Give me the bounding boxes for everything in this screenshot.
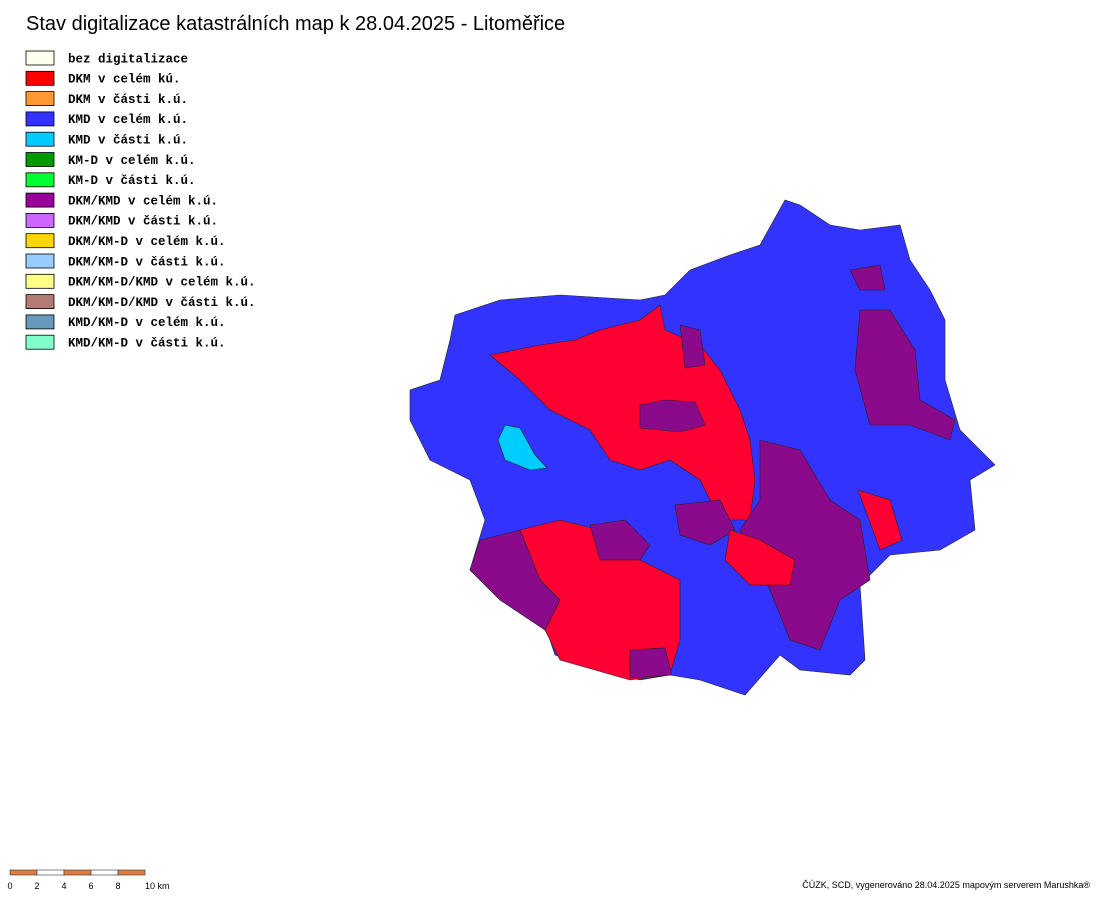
legend-swatch bbox=[25, 273, 55, 289]
legend-label: DKM/KM-D v části k.ú. bbox=[68, 255, 226, 269]
legend-swatch bbox=[25, 192, 55, 208]
scale-segment bbox=[63, 869, 92, 876]
region bbox=[679, 324, 706, 369]
legend-label: DKM/KM-D/KMD v části k.ú. bbox=[68, 296, 256, 310]
region bbox=[724, 529, 796, 586]
legend-label: DKM/KM-D/KMD v celém k.ú. bbox=[68, 276, 256, 290]
legend-swatch bbox=[25, 294, 55, 310]
scale-label: 0 bbox=[7, 881, 12, 891]
credit: ČÚZK, SCD, vygenerováno 28.04.2025 mapov… bbox=[802, 880, 1090, 890]
legend-swatch bbox=[25, 314, 55, 330]
region bbox=[849, 264, 886, 291]
legend-label: DKM/KM-D v celém k.ú. bbox=[68, 235, 226, 249]
scale-segment bbox=[117, 869, 146, 876]
legend-label: DKM v celém kú. bbox=[68, 73, 181, 87]
legend-label: KMD v celém k.ú. bbox=[68, 113, 188, 127]
region bbox=[739, 439, 871, 651]
legend-swatch bbox=[25, 172, 55, 188]
region bbox=[674, 499, 736, 546]
region bbox=[629, 647, 673, 679]
map bbox=[409, 199, 996, 696]
legend-label: DKM v části k.ú. bbox=[68, 93, 188, 107]
legend-swatch bbox=[25, 91, 55, 106]
legend: bez digitalizace DKM v celém kú. DKM v čás… bbox=[25, 50, 256, 350]
legend-swatch bbox=[25, 253, 55, 269]
scale-segment bbox=[90, 869, 119, 876]
scale-segment bbox=[36, 869, 65, 876]
legend-swatch bbox=[25, 334, 55, 350]
legend-swatch bbox=[25, 131, 55, 147]
scale-label: 6 bbox=[88, 881, 93, 891]
legend-label: KMD/KM-D v celém k.ú. bbox=[68, 316, 226, 330]
legend-label: KM-D v celém k.ú. bbox=[68, 154, 196, 168]
legend-label: DKM/KMD v celém k.ú. bbox=[68, 194, 218, 208]
scale-label: 8 bbox=[115, 881, 120, 891]
region bbox=[589, 519, 651, 561]
region bbox=[497, 424, 548, 471]
legend-swatch bbox=[25, 111, 55, 127]
legend-label: bez digitalizace bbox=[68, 52, 188, 66]
region bbox=[639, 399, 706, 433]
legend-swatch bbox=[25, 212, 55, 228]
legend-swatch bbox=[25, 152, 55, 167]
scale-segment bbox=[9, 869, 38, 876]
map-title: Stav digitalizace katastrálních map k 28… bbox=[26, 13, 565, 35]
region bbox=[857, 489, 903, 551]
region bbox=[854, 309, 956, 441]
legend-label: KM-D v části k.ú. bbox=[68, 174, 196, 188]
legend-label: KMD v části k.ú. bbox=[68, 133, 188, 147]
scale-label: 2 bbox=[34, 881, 39, 891]
scale-bar: 0 2 4 6 8 10 km bbox=[7, 869, 170, 891]
legend-swatch bbox=[25, 70, 55, 86]
scale-label: 4 bbox=[61, 881, 66, 891]
legend-label: DKM/KMD v části k.ú. bbox=[68, 215, 218, 229]
scale-label: 10 km bbox=[145, 881, 170, 891]
region bbox=[469, 529, 561, 631]
legend-label: KMD/KM-D v části k.ú. bbox=[68, 336, 226, 350]
legend-swatch bbox=[25, 50, 55, 66]
legend-swatch bbox=[25, 233, 55, 249]
